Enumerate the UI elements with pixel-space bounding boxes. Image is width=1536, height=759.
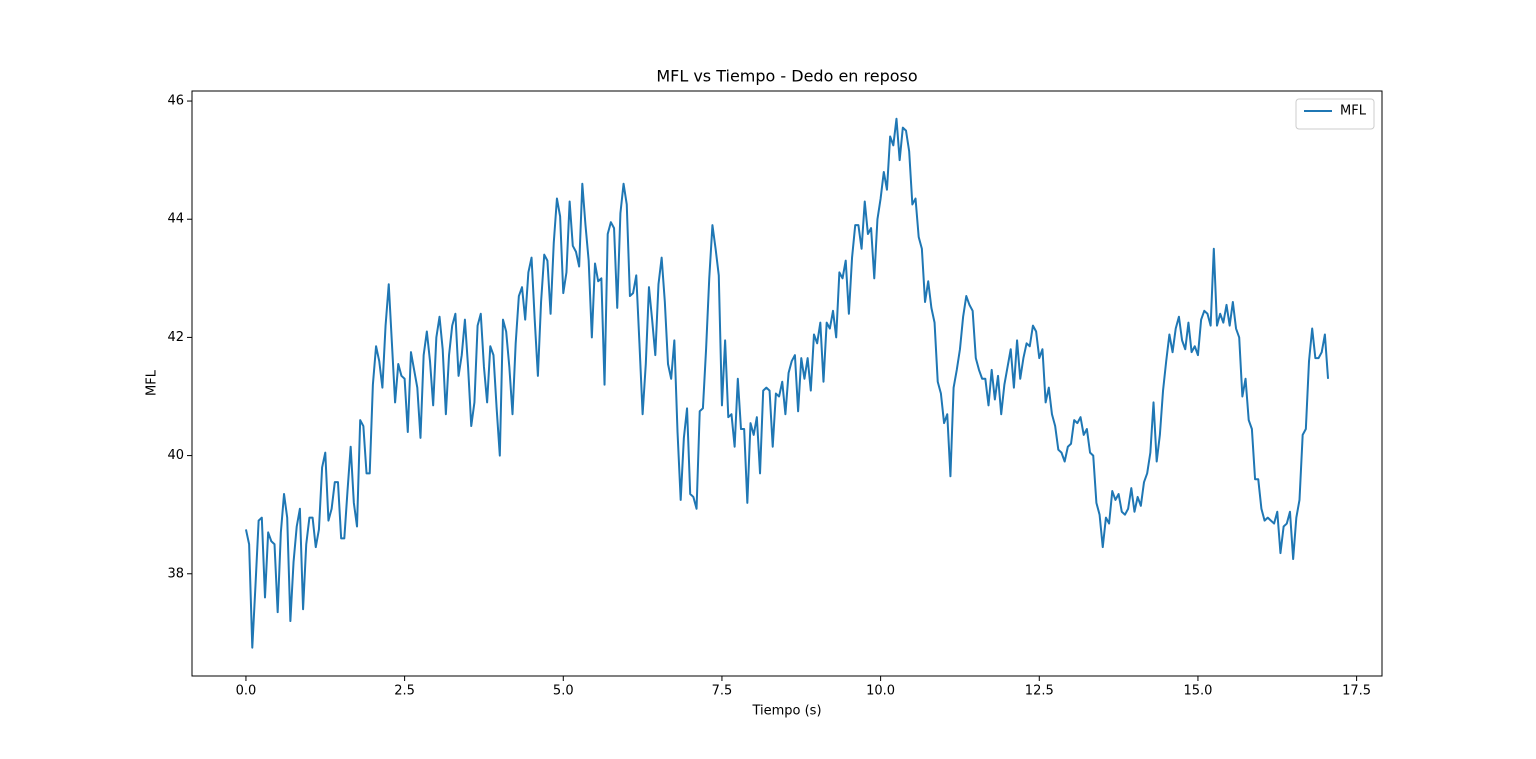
x-tick-label: 15.0 xyxy=(1183,684,1212,699)
y-tick-label: 38 xyxy=(167,566,184,581)
x-tick-label: 17.5 xyxy=(1342,684,1371,699)
y-tick-label: 46 xyxy=(167,94,184,109)
x-tick-label: 7.5 xyxy=(712,684,733,699)
x-tick-label: 12.5 xyxy=(1025,684,1054,699)
x-tick-label: 10.0 xyxy=(866,684,895,699)
y-tick-label: 42 xyxy=(167,330,184,345)
legend-label: MFL xyxy=(1340,104,1367,119)
x-tick-label: 5.0 xyxy=(553,684,574,699)
data-line xyxy=(244,117,1330,649)
x-tick-label: 0.0 xyxy=(236,684,257,699)
x-axis-label: Tiempo (s) xyxy=(751,704,821,719)
legend-box xyxy=(1295,98,1375,130)
x-tick-label: 2.5 xyxy=(394,684,415,699)
y-axis-label: MFL xyxy=(145,369,160,396)
y-tick-label: 40 xyxy=(167,448,184,463)
y-tick-label: 44 xyxy=(167,212,184,227)
plot-frame xyxy=(191,90,1383,677)
chart-title: MFL vs Tiempo - Dedo en reposo xyxy=(656,67,917,86)
